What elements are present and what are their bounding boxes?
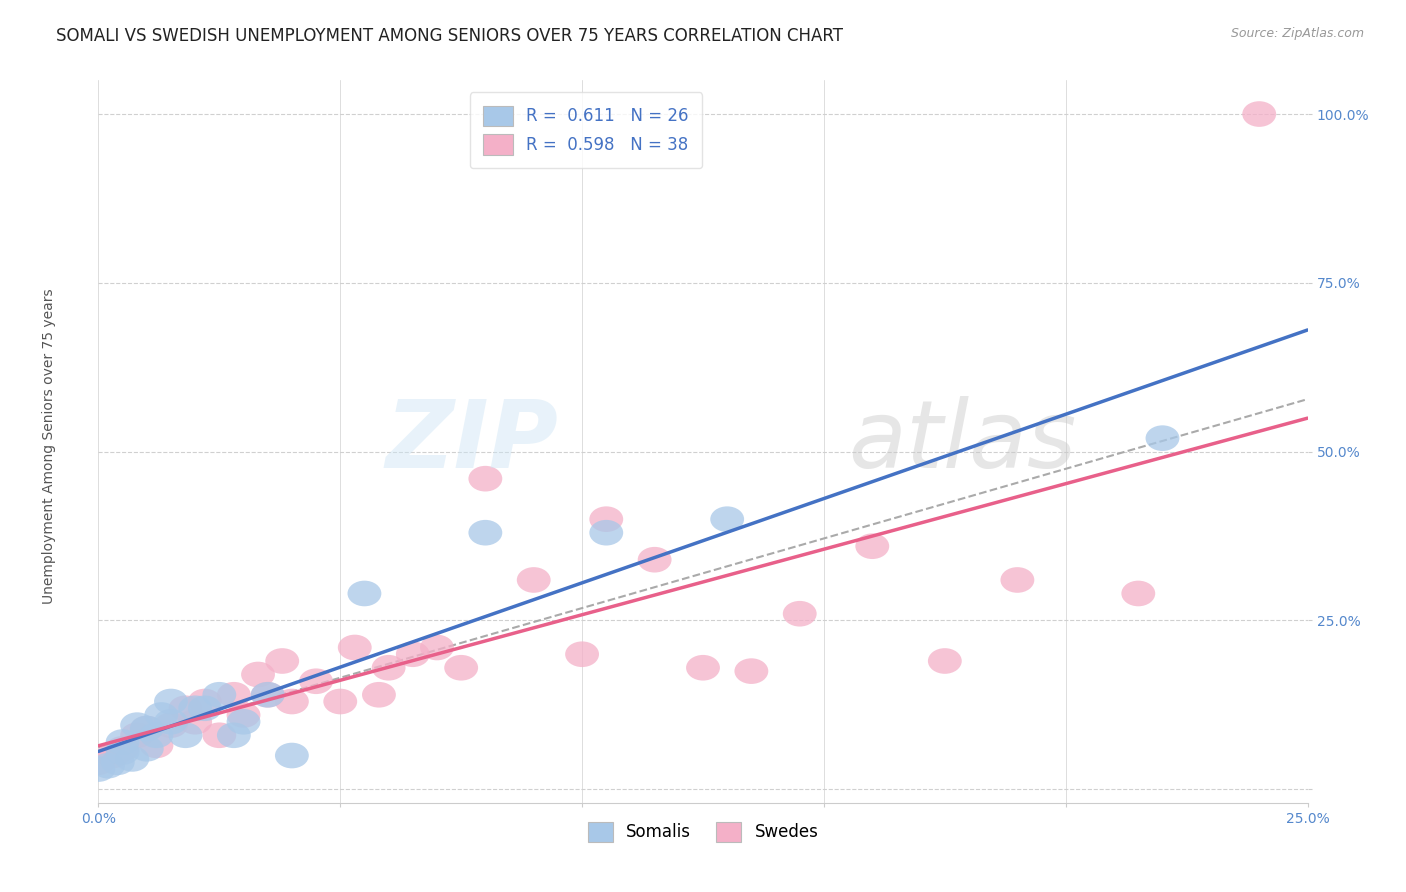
Ellipse shape — [337, 635, 371, 660]
Ellipse shape — [266, 648, 299, 673]
Ellipse shape — [444, 655, 478, 681]
Text: Unemployment Among Seniors over 75 years: Unemployment Among Seniors over 75 years — [42, 288, 56, 604]
Ellipse shape — [565, 641, 599, 667]
Ellipse shape — [120, 723, 155, 748]
Ellipse shape — [188, 689, 222, 714]
Ellipse shape — [105, 736, 139, 762]
Ellipse shape — [240, 662, 276, 688]
Ellipse shape — [120, 713, 155, 738]
Ellipse shape — [155, 709, 188, 735]
Ellipse shape — [105, 739, 139, 765]
Ellipse shape — [371, 655, 405, 681]
Ellipse shape — [638, 547, 672, 573]
Ellipse shape — [82, 756, 115, 782]
Ellipse shape — [347, 581, 381, 607]
Ellipse shape — [396, 641, 430, 667]
Ellipse shape — [91, 753, 125, 779]
Ellipse shape — [145, 702, 179, 728]
Ellipse shape — [226, 702, 260, 728]
Ellipse shape — [250, 681, 284, 707]
Ellipse shape — [129, 715, 163, 741]
Ellipse shape — [139, 723, 173, 748]
Text: SOMALI VS SWEDISH UNEMPLOYMENT AMONG SENIORS OVER 75 YEARS CORRELATION CHART: SOMALI VS SWEDISH UNEMPLOYMENT AMONG SEN… — [56, 27, 844, 45]
Ellipse shape — [517, 567, 551, 593]
Ellipse shape — [226, 709, 260, 735]
Ellipse shape — [468, 466, 502, 491]
Ellipse shape — [299, 668, 333, 694]
Ellipse shape — [468, 520, 502, 546]
Ellipse shape — [129, 715, 163, 741]
Ellipse shape — [361, 681, 396, 707]
Ellipse shape — [169, 723, 202, 748]
Ellipse shape — [82, 749, 115, 775]
Ellipse shape — [323, 689, 357, 714]
Ellipse shape — [710, 507, 744, 532]
Ellipse shape — [1243, 101, 1277, 127]
Ellipse shape — [155, 689, 188, 714]
Text: Source: ZipAtlas.com: Source: ZipAtlas.com — [1230, 27, 1364, 40]
Ellipse shape — [1146, 425, 1180, 451]
Text: atlas: atlas — [848, 396, 1077, 487]
Ellipse shape — [202, 681, 236, 707]
Ellipse shape — [155, 713, 188, 738]
Ellipse shape — [217, 723, 250, 748]
Ellipse shape — [101, 749, 135, 775]
Ellipse shape — [96, 743, 129, 768]
Ellipse shape — [420, 635, 454, 660]
Ellipse shape — [250, 681, 284, 707]
Ellipse shape — [928, 648, 962, 673]
Ellipse shape — [783, 601, 817, 626]
Ellipse shape — [188, 696, 222, 721]
Ellipse shape — [169, 696, 202, 721]
Ellipse shape — [202, 723, 236, 748]
Ellipse shape — [129, 736, 163, 762]
Ellipse shape — [1001, 567, 1035, 593]
Ellipse shape — [179, 709, 212, 735]
Ellipse shape — [589, 520, 623, 546]
Ellipse shape — [217, 681, 250, 707]
Ellipse shape — [589, 507, 623, 532]
Ellipse shape — [686, 655, 720, 681]
Ellipse shape — [115, 746, 149, 772]
Ellipse shape — [276, 689, 309, 714]
Ellipse shape — [1122, 581, 1156, 607]
Legend: Somalis, Swedes: Somalis, Swedes — [581, 815, 825, 848]
Ellipse shape — [276, 743, 309, 768]
Ellipse shape — [855, 533, 889, 559]
Ellipse shape — [179, 696, 212, 721]
Ellipse shape — [734, 658, 768, 684]
Text: ZIP: ZIP — [385, 395, 558, 488]
Ellipse shape — [105, 729, 139, 755]
Ellipse shape — [139, 732, 173, 758]
